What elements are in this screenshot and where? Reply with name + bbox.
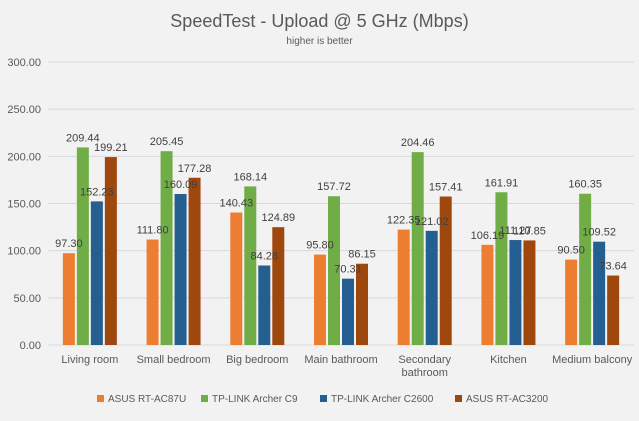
x-category-label: bathroom [401,367,447,379]
bar [258,265,271,345]
bar [523,240,536,345]
data-labels: 97.30 209.44 152.23 199.21 111.80 205.45 160.0… [55,132,627,275]
bar [565,259,578,345]
data-label: 90.50 [557,245,585,257]
legend-swatch [320,395,327,402]
data-label: 205.45 [150,136,184,148]
data-label: 86.15 [348,249,376,261]
legend-label: TP-LINK Archer C2600 [331,394,434,405]
data-label: 140.43 [219,198,253,210]
y-tick-label: 50.00 [13,293,41,305]
bar [188,177,201,345]
legend-label: ASUS RT-AC3200 [466,394,549,405]
gridlines [48,61,634,346]
data-label: 157.72 [317,181,351,193]
x-category-label: Medium balcony [552,354,633,366]
data-label: 177.28 [178,163,212,175]
bar [425,230,438,345]
data-label: 122.35 [387,215,421,227]
legend-swatch [455,395,462,402]
y-tick-label: 100.00 [7,246,41,258]
bars [62,147,620,345]
data-label: 73.64 [599,261,627,273]
legend-label: ASUS RT-AC87U [108,394,186,405]
data-label: 70.31 [334,264,362,276]
bar [230,212,243,345]
bar [160,151,173,345]
data-label: 209.44 [66,132,100,144]
bar [397,229,410,345]
data-label: 110.85 [513,225,546,237]
bar [593,241,606,345]
data-label: 204.46 [401,137,435,149]
bar [481,244,494,345]
legend-swatch [97,395,104,402]
data-label: 109.52 [582,227,616,239]
y-tick-label: 150.00 [7,199,41,211]
legend: ASUS RT-AC87U TP-LINK Archer C9 TP-LINK Ar… [97,394,549,405]
data-label: 161.91 [485,177,519,189]
bar [607,275,620,345]
chart-subtitle: higher is better [286,36,353,47]
bar [272,227,285,345]
bar [104,157,117,345]
y-axis-ticks: 0.00 50.00 100.00 150.00 200.00 250.00 300.00 [7,57,41,352]
data-label: 95.80 [306,240,334,252]
bar [356,263,368,345]
bar [174,193,187,345]
legend-label: TP-LINK Archer C9 [212,394,298,405]
y-tick-label: 0.00 [20,340,41,352]
bar [495,192,508,345]
data-label: 157.41 [429,182,463,194]
bar [314,254,326,345]
data-label: 111.27 [499,225,531,237]
x-category-label: Big bedroom [226,354,288,366]
x-category-label: Small bedroom [137,354,211,366]
bar [509,240,522,345]
x-axis-categories: Living room Small bedroom Big bedroom Main … [61,354,632,379]
bar [76,147,89,345]
data-label: 124.89 [261,212,295,224]
x-category-label: Main bathroom [304,354,377,366]
y-tick-label: 250.00 [7,104,41,116]
data-label: 111.80 [137,225,169,237]
y-tick-label: 200.00 [7,151,41,163]
bar [439,196,452,345]
bar [244,186,257,345]
bar [62,253,75,345]
x-category-label: Secondary [398,354,451,366]
data-label: 84.28 [251,250,279,262]
data-label: 97.30 [55,238,83,250]
data-label: 199.21 [94,142,128,154]
bar [146,239,159,345]
bar [328,196,340,345]
bar [579,193,592,345]
y-tick-label: 300.00 [7,57,41,69]
x-category-label: Living room [61,354,118,366]
chart-title: SpeedTest - Upload @ 5 GHz (Mbps) [170,11,468,31]
data-label: 152.23 [80,186,114,198]
data-label: 168.14 [233,171,267,183]
bar [342,278,354,345]
data-label: 121.02 [415,216,449,228]
data-label: 106.19 [471,230,505,242]
bar [411,152,424,345]
data-label: 160.09 [164,179,198,191]
legend-swatch [201,395,208,402]
bar [90,201,103,345]
x-category-label: Kitchen [490,354,527,366]
data-label: 160.35 [568,179,602,191]
